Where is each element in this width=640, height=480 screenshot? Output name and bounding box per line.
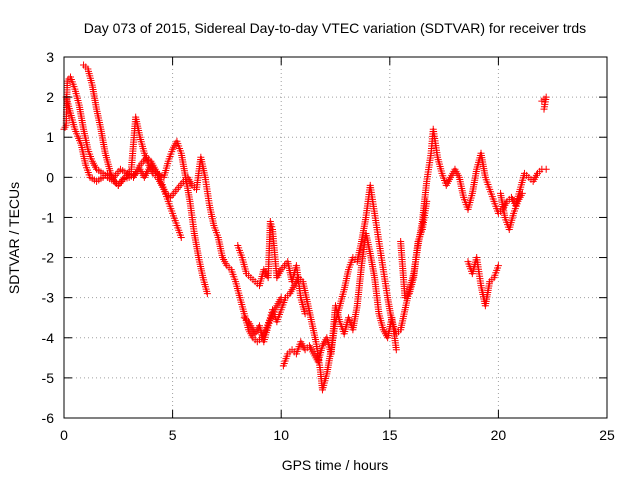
x-tick-label: 15 [382,427,398,443]
data-point [494,262,502,270]
x-tick-label: 20 [491,427,507,443]
y-tick-label: -2 [42,250,55,266]
chart-title: Day 073 of 2015, Sidereal Day-to-day VTE… [84,20,586,36]
data-point [177,234,185,241]
y-tick-label: 1 [46,129,54,145]
data-point [203,290,211,298]
x-tick-label: 25 [599,427,615,443]
data-point [518,189,526,197]
x-axis-label: GPS time / hours [282,457,389,473]
plot-frame [63,56,608,419]
x-tick-label: 0 [60,427,68,443]
data-point [301,310,309,318]
y-tick-label: -5 [42,370,55,386]
y-axis-ticks: -6 -5 -4 -3 -2 -1 0 1 2 3 [42,49,607,426]
data-point [540,105,548,113]
x-tick-label: 10 [273,427,289,443]
y-tick-label: -4 [42,330,55,346]
data-point [277,294,285,302]
data-point [423,197,431,205]
y-tick-label: 0 [46,169,54,185]
data-point [392,346,400,354]
y-tick-label: -6 [42,410,55,426]
y-axis-label: SDTVAR / TECUs [6,182,22,294]
x-axis-ticks: 0 5 10 15 20 25 [60,57,615,443]
y-tick-label: 3 [46,49,54,65]
data-marks [60,61,550,394]
grid [64,57,607,418]
y-tick-label: -1 [42,209,55,225]
y-tick-label: 2 [46,89,54,105]
x-tick-label: 5 [169,427,177,443]
data-point [542,165,550,173]
y-tick-label: -3 [42,290,55,306]
